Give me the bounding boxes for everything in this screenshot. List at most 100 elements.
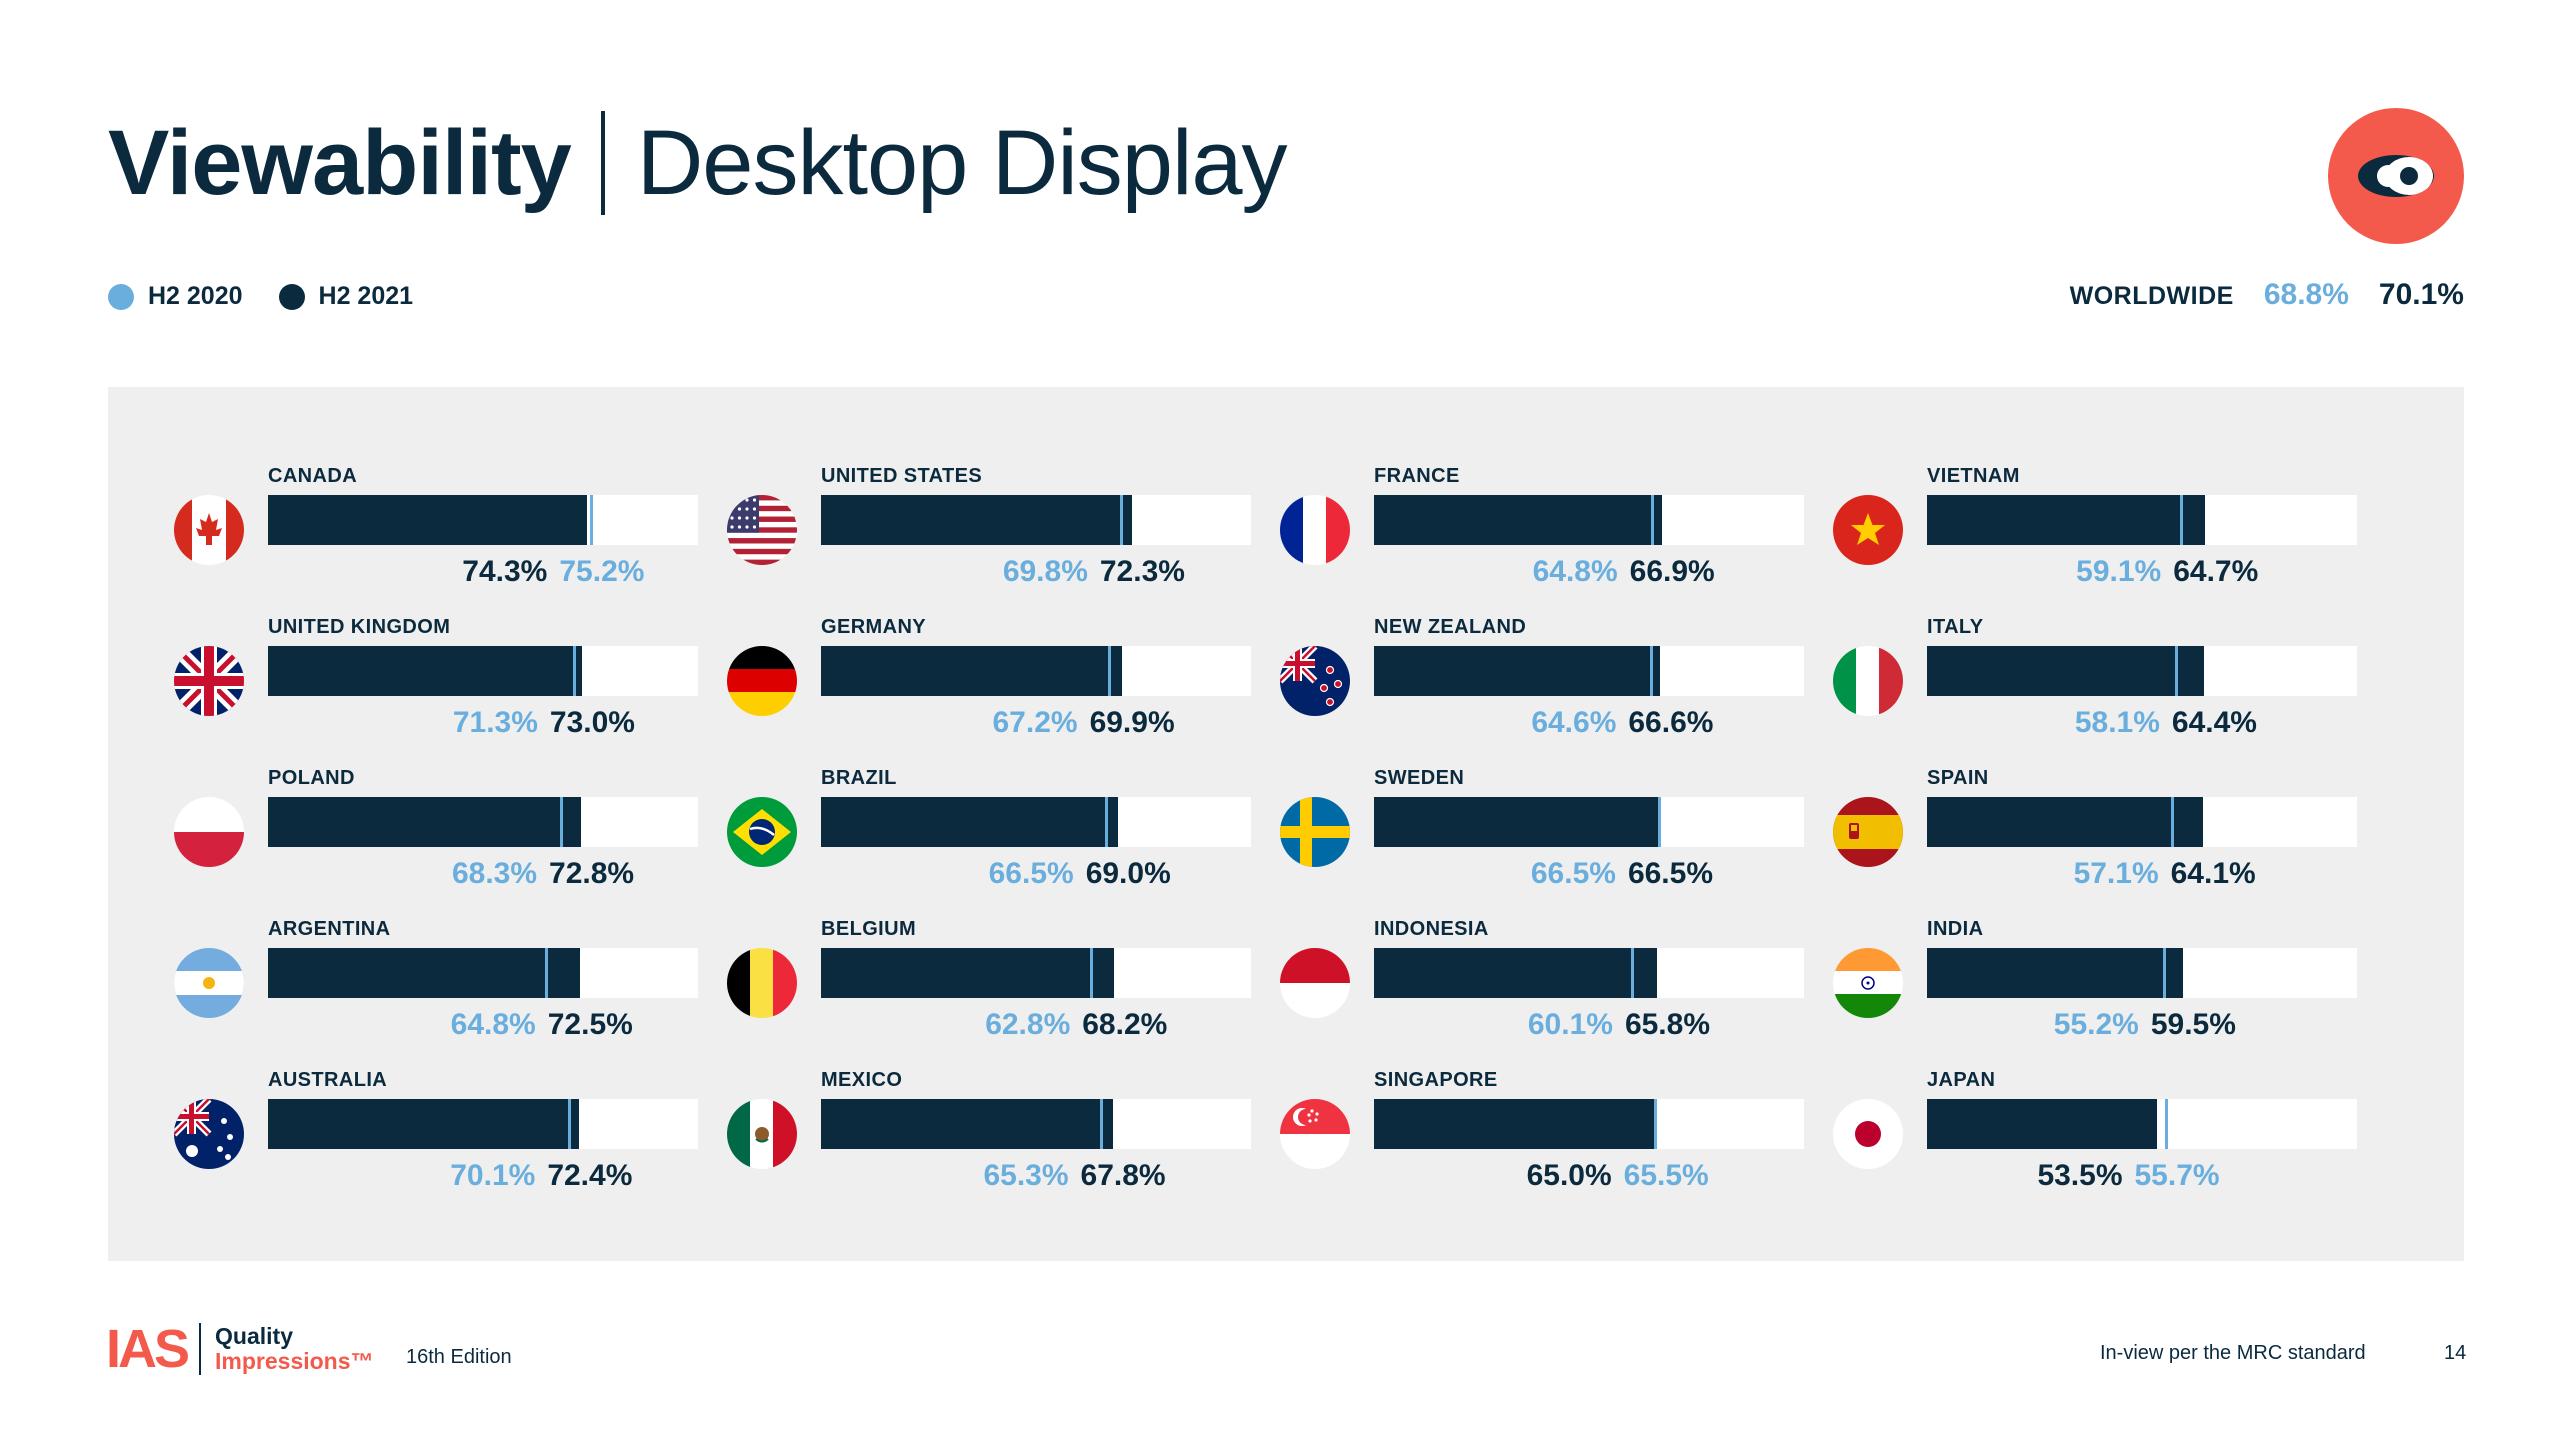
value-h2-2021-canada: 74.3% [462, 555, 548, 588]
country-cell-brazil: BRAZIL 66.5% 69.0% [727, 767, 1287, 925]
bar-h2-2021-indonesia [1374, 948, 1657, 998]
bar-h2-2021-italy [1927, 646, 2204, 696]
worldwide-summary: WORLDWIDE 68.8% 70.1% [2070, 278, 2464, 312]
bar-h2-2021-united-states [821, 495, 1132, 545]
bar-h2-2021-mexico [821, 1099, 1113, 1149]
bar-h2-2021-brazil [821, 797, 1118, 847]
bar-track-argentina [268, 948, 698, 998]
country-cell-united-states: UNITED STATES 69.8% 72.3% [727, 465, 1287, 623]
value-h2-2020-australia: 70.1% [450, 1159, 536, 1192]
value-h2-2020-france: 64.8% [1532, 555, 1618, 588]
marker-h2-2020-united-states [1119, 495, 1123, 545]
legend-item-h2-2020: H2 2020 [108, 282, 243, 311]
bar-track-indonesia [1374, 948, 1804, 998]
title-main: Viewability [108, 111, 572, 214]
value-h2-2020-india: 55.2% [2053, 1008, 2139, 1041]
country-label-united-kingdom: UNITED KINGDOM [268, 616, 451, 638]
bar-h2-2021-argentina [268, 948, 580, 998]
bar-track-united-kingdom [268, 646, 698, 696]
country-label-argentina: ARGENTINA [268, 918, 391, 940]
bar-track-poland [268, 797, 698, 847]
spain-flag-icon [1833, 797, 1903, 867]
legend-dot-h2-2021 [278, 283, 305, 310]
value-h2-2021-germany: 69.9% [1089, 706, 1175, 739]
ias-logo: IAS Quality Impressions™ [106, 1318, 374, 1380]
worldwide-label: WORLDWIDE [2069, 282, 2234, 310]
country-label-indonesia: INDONESIA [1374, 918, 1489, 940]
bar-track-sweden [1374, 797, 1804, 847]
singapore-flag-icon [1280, 1099, 1350, 1169]
bar-track-canada [268, 495, 698, 545]
marker-h2-2020-india [2162, 948, 2166, 998]
logo-divider [199, 1323, 202, 1375]
marker-h2-2020-indonesia [1630, 948, 1634, 998]
value-h2-2020-new-zealand: 64.6% [1531, 706, 1617, 739]
bar-track-vietnam [1927, 495, 2357, 545]
marker-h2-2020-canada [589, 495, 593, 545]
bar-h2-2021-spain [1927, 797, 2203, 847]
bar-track-france [1374, 495, 1804, 545]
bar-track-new-zealand [1374, 646, 1804, 696]
italy-flag-icon [1833, 646, 1903, 716]
country-label-italy: ITALY [1927, 616, 1984, 638]
country-cell-australia: AUSTRALIA 70.1% 72.4% [174, 1069, 734, 1227]
country-label-france: FRANCE [1374, 465, 1460, 487]
product-line-2: Impressions™ [215, 1348, 374, 1374]
belgium-flag-icon [727, 948, 797, 1018]
value-h2-2021-india: 59.5% [2150, 1008, 2236, 1041]
bar-track-united-states [821, 495, 1251, 545]
value-h2-2020-germany: 67.2% [992, 706, 1078, 739]
marker-h2-2020-belgium [1089, 948, 1093, 998]
country-label-canada: CANADA [268, 465, 358, 487]
brazil-flag-icon [727, 797, 797, 867]
usa-flag-icon [727, 495, 797, 565]
country-label-poland: POLAND [268, 767, 355, 789]
value-h2-2020-united-states: 69.8% [1002, 555, 1088, 588]
bar-track-germany [821, 646, 1251, 696]
bar-h2-2021-poland [268, 797, 582, 847]
country-cell-new-zealand: NEW ZEALAND 64.6% 66.6% [1280, 616, 1840, 774]
marker-h2-2020-singapore [1654, 1099, 1658, 1149]
legend-dot-h2-2020 [108, 283, 134, 310]
bar-h2-2021-germany [821, 646, 1122, 696]
value-h2-2021-belgium: 68.2% [1082, 1008, 1168, 1041]
bar-h2-2021-canada [268, 495, 588, 545]
value-h2-2020-vietnam: 59.1% [2076, 555, 2162, 588]
value-h2-2021-mexico: 67.8% [1080, 1159, 1166, 1192]
value-h2-2021-singapore: 65.0% [1526, 1159, 1612, 1192]
bar-h2-2021-sweden [1374, 797, 1660, 847]
marker-h2-2020-japan [2165, 1099, 2168, 1149]
bar-h2-2021-united-kingdom [268, 646, 582, 696]
bar-h2-2021-france [1374, 495, 1662, 545]
value-h2-2021-united-kingdom: 73.0% [549, 706, 635, 739]
worldwide-h2-2021-value: 70.1% [2378, 278, 2464, 311]
uk-flag-icon [174, 646, 244, 716]
country-cell-germany: GERMANY 67.2% 69.9% [727, 616, 1287, 774]
page-title: Viewability Desktop Display [108, 108, 1288, 218]
argentina-flag-icon [174, 948, 244, 1018]
country-cell-france: FRANCE 64.8% 66.9% [1280, 465, 1840, 623]
country-label-singapore: SINGAPORE [1374, 1069, 1498, 1091]
sweden-flag-icon [1280, 797, 1350, 867]
value-h2-2021-indonesia: 65.8% [1624, 1008, 1711, 1041]
title-divider [600, 111, 605, 215]
footnote: In-view per the MRC standard [2100, 1342, 2366, 1364]
bar-track-australia [268, 1099, 698, 1149]
country-cell-italy: ITALY 58.1% 64.4% [1833, 616, 2393, 774]
value-h2-2020-mexico: 65.3% [983, 1159, 1069, 1192]
japan-flag-icon [1833, 1099, 1903, 1169]
marker-h2-2020-germany [1108, 646, 1112, 696]
value-h2-2021-brazil: 69.0% [1085, 857, 1171, 890]
canada-flag-icon [174, 495, 244, 565]
worldwide-h2-2020-value: 68.8% [2263, 278, 2349, 311]
value-h2-2020-japan: 55.7% [2134, 1159, 2220, 1192]
bar-h2-2021-singapore [1374, 1099, 1654, 1149]
country-cell-vietnam: VIETNAM 59.1% 64.7% [1833, 465, 2393, 623]
marker-h2-2020-vietnam [2179, 495, 2183, 545]
value-h2-2021-spain: 64.1% [2170, 857, 2256, 890]
country-cell-singapore: SINGAPORE 65.5% 65.0% [1280, 1069, 1840, 1227]
marker-h2-2020-argentina [545, 948, 549, 998]
value-h2-2021-sweden: 66.5% [1627, 857, 1714, 890]
bar-track-brazil [821, 797, 1251, 847]
country-cell-japan: JAPAN 55.7% 53.5% [1833, 1069, 2393, 1227]
